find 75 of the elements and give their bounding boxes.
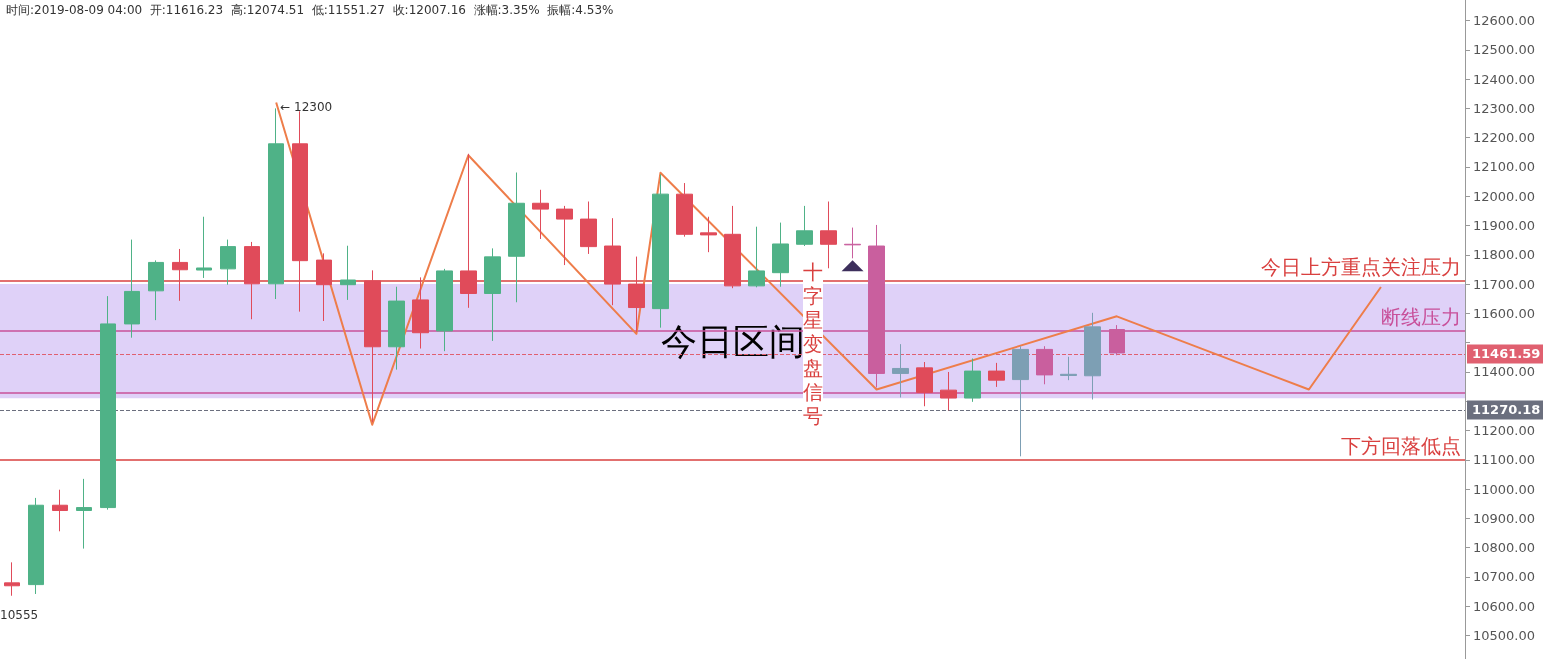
candlestick <box>484 247 501 342</box>
ref-line-label: 11270.18 <box>1472 402 1541 418</box>
candlestick <box>220 239 236 286</box>
candlestick <box>316 252 332 322</box>
candlestick <box>580 201 597 255</box>
candlestick <box>460 153 477 309</box>
candlestick <box>52 489 68 532</box>
candlestick <box>1060 356 1077 381</box>
y-tick-label: 12400.00 <box>1473 71 1536 87</box>
candlestick <box>364 269 381 423</box>
candlestick <box>916 361 933 407</box>
candlestick <box>124 239 140 339</box>
y-tick-label: 10600.00 <box>1473 598 1536 614</box>
annotation: ← 12300 <box>280 100 333 115</box>
candlestick <box>940 371 957 411</box>
candlestick <box>4 561 20 597</box>
annotation: 10555 <box>0 608 39 622</box>
y-tick-label: 11900.00 <box>1473 218 1536 234</box>
line-series <box>275 101 1382 426</box>
candlestick <box>700 216 717 253</box>
y-tick-label: 11800.00 <box>1473 247 1536 263</box>
ref-line-label: 下方回落低点 <box>1341 433 1461 458</box>
y-tick-label: 12200.00 <box>1473 130 1536 146</box>
y-tick-label: 11600.00 <box>1473 305 1536 321</box>
y-tick-label: 12000.00 <box>1473 188 1536 204</box>
ref-line-label: 11461.59 <box>1472 346 1541 362</box>
y-tick-label: 12500.00 <box>1473 42 1536 58</box>
candlestick <box>76 478 92 550</box>
y-tick-label: 12600.00 <box>1473 13 1536 28</box>
y-tick-label: 11400.00 <box>1473 364 1536 380</box>
candlestick <box>412 276 429 350</box>
candlestick <box>196 216 212 279</box>
candlestick <box>676 182 693 238</box>
candlestick <box>724 205 741 289</box>
candlestick <box>100 295 116 511</box>
annotation: 十字星变盘信号 <box>803 260 823 428</box>
y-tick-label: 11200.00 <box>1473 423 1536 439</box>
candlestick <box>1036 345 1053 385</box>
candlestick <box>820 201 837 269</box>
annotation: 时间:2019-08-09 04:00 开:11616.23 高:12074.51 低:11551.27 收:12007.16 涨幅:3.35% 振幅:4.53% <box>6 3 614 17</box>
candlestick <box>436 268 453 352</box>
candlestick <box>748 226 765 288</box>
y-tick-label: 11000.00 <box>1473 481 1536 497</box>
candlestick <box>892 343 909 398</box>
candlestick <box>796 205 813 247</box>
candlestick <box>244 241 260 320</box>
candlestick <box>1012 345 1029 457</box>
candlestick <box>532 189 549 240</box>
y-tick-label: 10900.00 <box>1473 510 1536 526</box>
candlestick <box>340 245 356 301</box>
candlestick <box>844 227 861 259</box>
candlestick <box>964 358 981 403</box>
y-tick-label: 12100.00 <box>1473 159 1536 175</box>
candlestick <box>28 497 44 595</box>
y-tick-label: 10800.00 <box>1473 540 1536 556</box>
ref-line-label: 断线压力 <box>1381 304 1461 329</box>
y-tick-label: 11100.00 <box>1473 452 1536 468</box>
ref-line-label: 今日上方重点关注压力 <box>1261 255 1461 280</box>
candlestick <box>868 224 885 388</box>
candlestick <box>772 222 789 288</box>
candlestick <box>292 110 308 313</box>
y-tick-label: 12300.00 <box>1473 100 1536 116</box>
candlestick <box>1109 324 1125 356</box>
candlestick <box>508 172 525 303</box>
y-tick-label: 10500.00 <box>1473 628 1536 644</box>
candlestick <box>388 286 405 371</box>
candlestick <box>628 256 645 333</box>
candlestick <box>148 259 164 321</box>
candlestick <box>172 248 188 302</box>
candlestick <box>1084 312 1101 400</box>
candlestick <box>604 217 621 306</box>
candlestick <box>556 205 573 266</box>
candlestick <box>988 362 1005 388</box>
y-tick-label: 10700.00 <box>1473 569 1536 585</box>
y-tick-label: 11700.00 <box>1473 276 1536 292</box>
